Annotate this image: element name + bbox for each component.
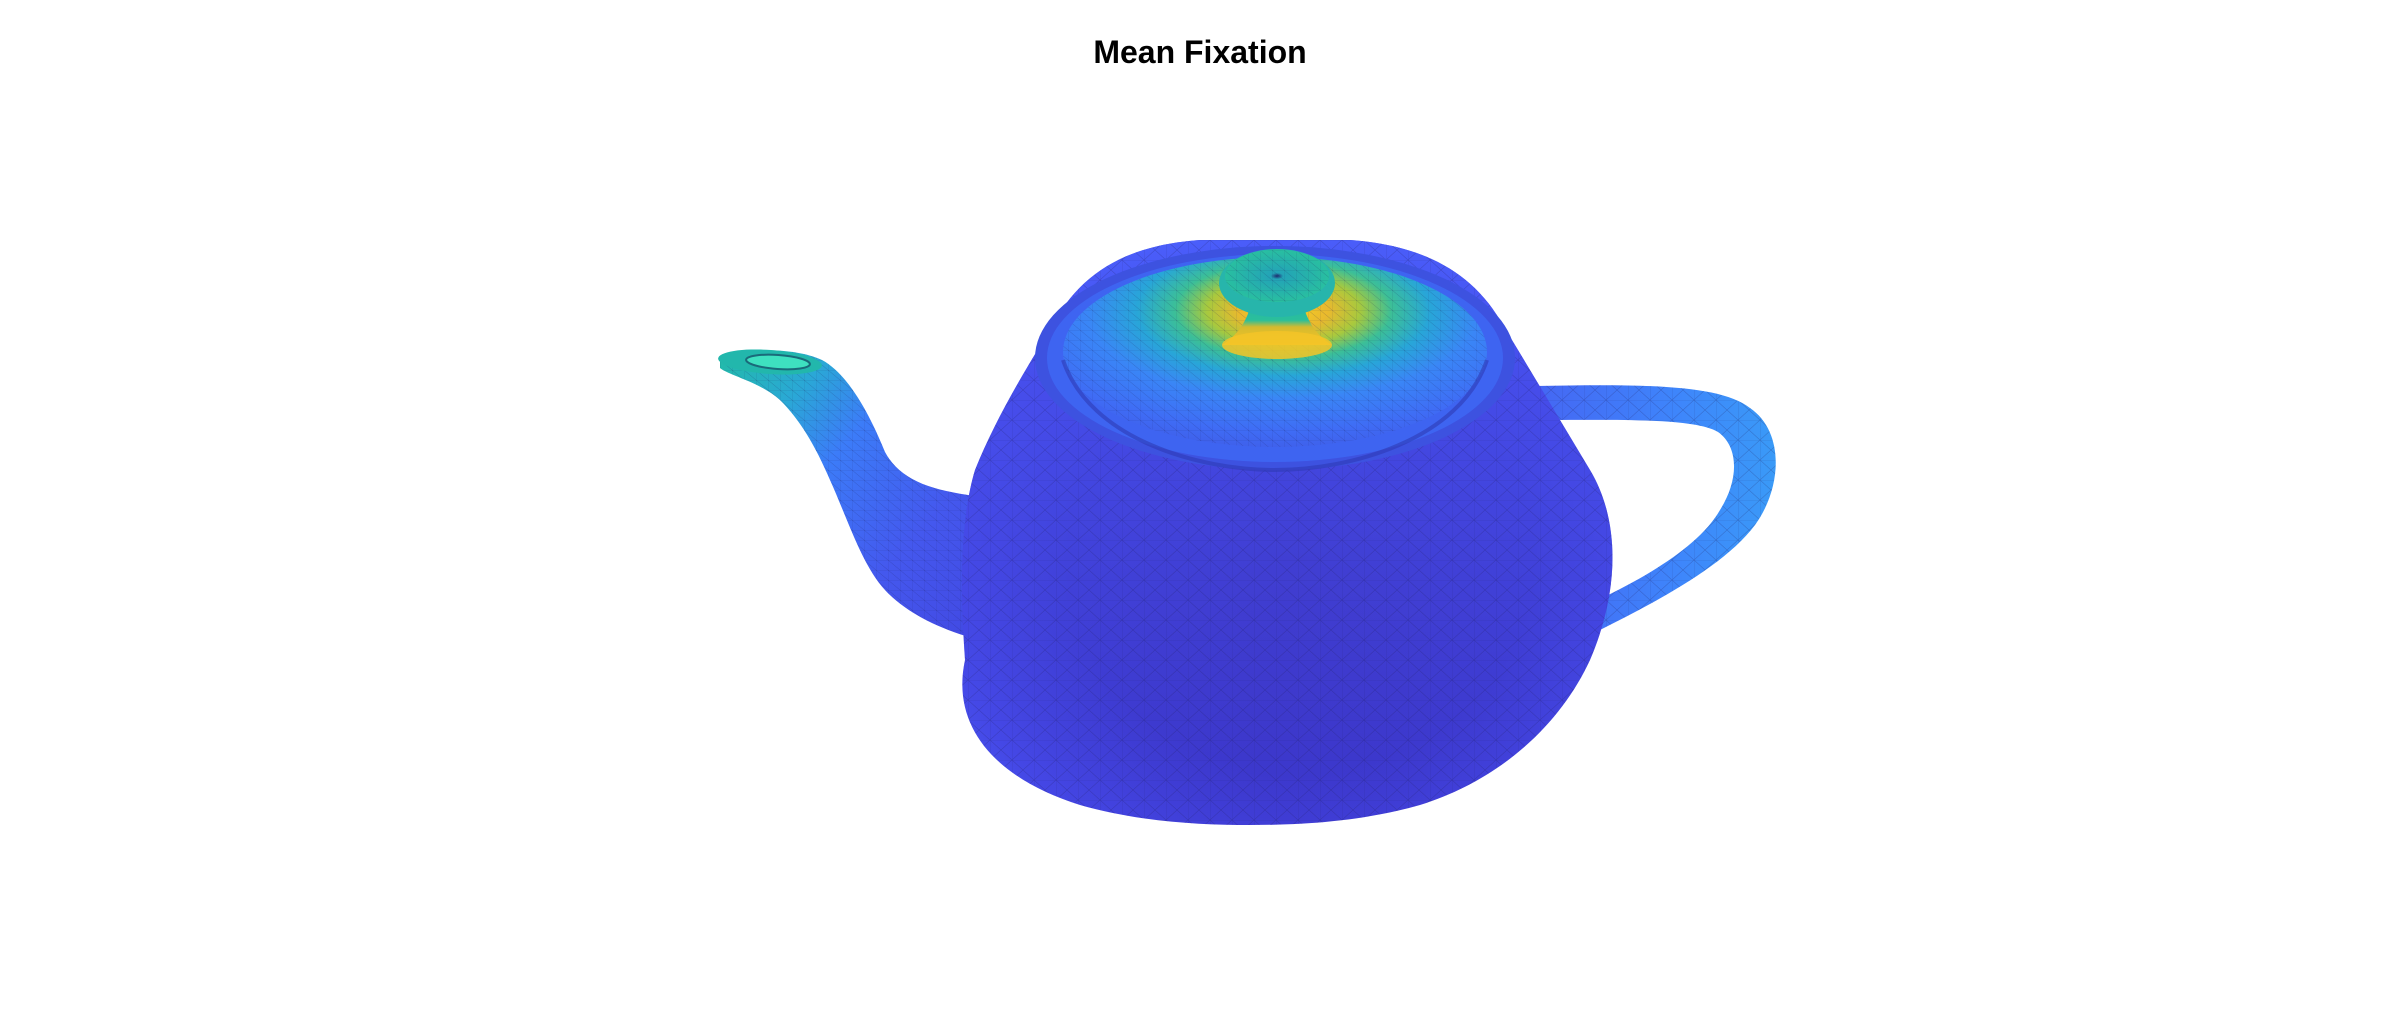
- figure-title: Mean Fixation: [1093, 34, 1307, 70]
- teapot-handle: [1535, 385, 1776, 630]
- teapot-knob: [1219, 249, 1335, 359]
- teapot-lid: [1035, 246, 1515, 473]
- teapot-spout: [718, 349, 980, 640]
